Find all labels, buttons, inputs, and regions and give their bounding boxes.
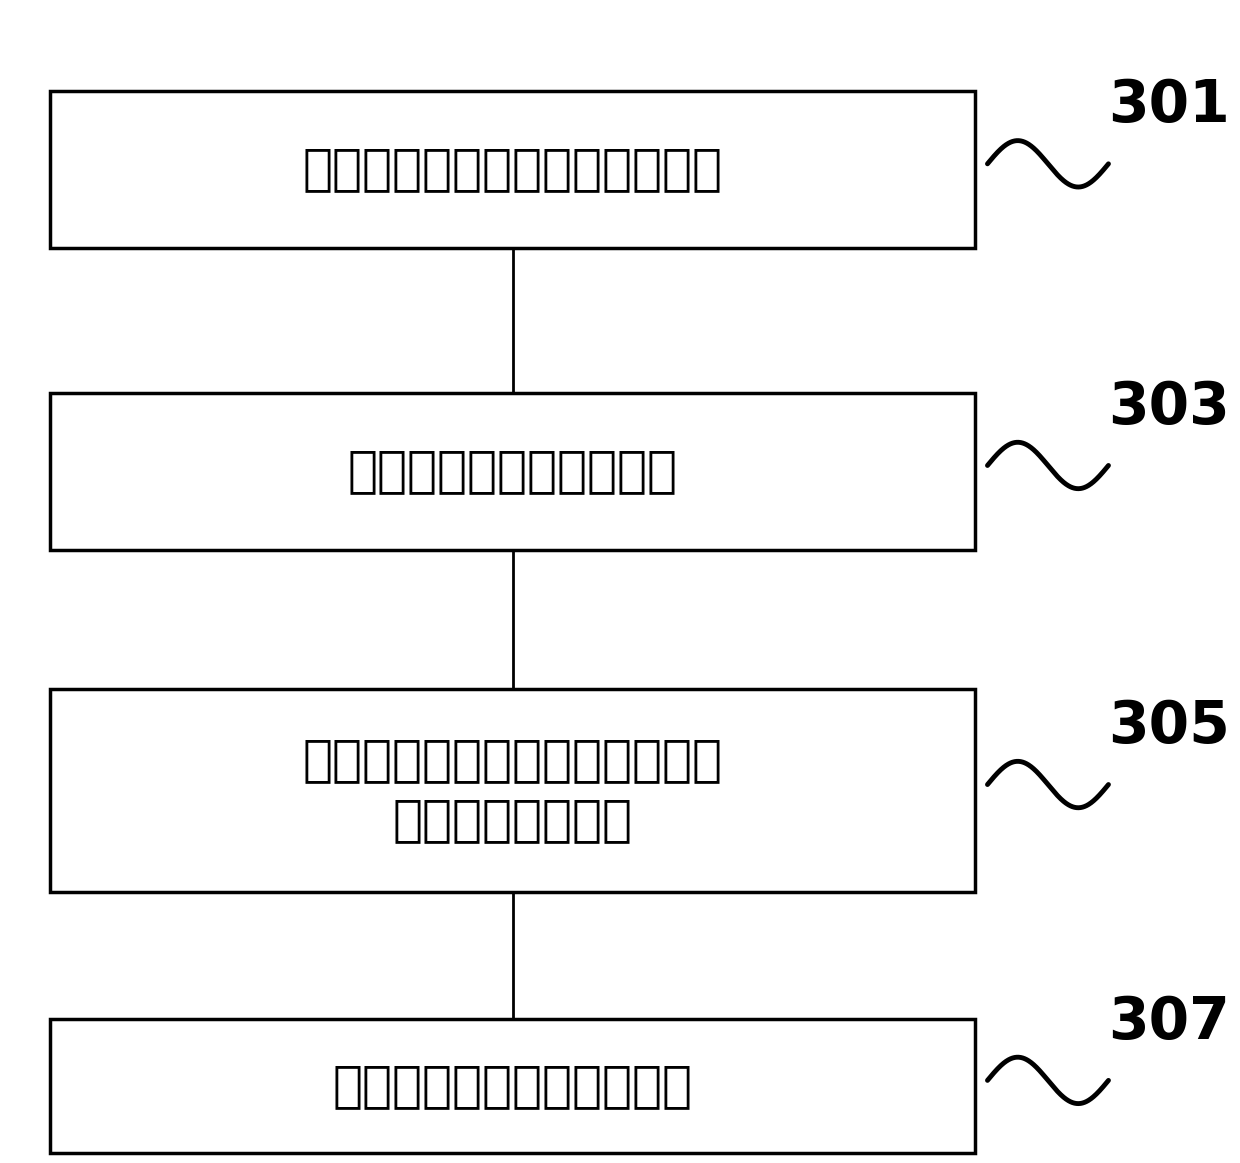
Text: 对样品粗减薄得到样品薄片: 对样品粗减薄得到样品薄片 xyxy=(332,1062,693,1111)
FancyBboxPatch shape xyxy=(50,92,976,248)
FancyBboxPatch shape xyxy=(50,393,976,550)
Text: 307: 307 xyxy=(1109,994,1230,1051)
Text: 根据定位中心对集成器件结构进: 根据定位中心对集成器件结构进 xyxy=(303,736,723,784)
FancyBboxPatch shape xyxy=(50,1020,976,1153)
Text: 确定目标结构的定位中心: 确定目标结构的定位中心 xyxy=(347,448,677,495)
Text: 305: 305 xyxy=(1109,698,1230,755)
Text: 303: 303 xyxy=(1109,379,1230,436)
Text: 行切割，得到样品: 行切割，得到样品 xyxy=(393,797,632,844)
FancyBboxPatch shape xyxy=(50,688,976,892)
Text: 301: 301 xyxy=(1109,77,1230,134)
Text: 在集成器件结构中确定目标结构: 在集成器件结构中确定目标结构 xyxy=(303,145,723,193)
